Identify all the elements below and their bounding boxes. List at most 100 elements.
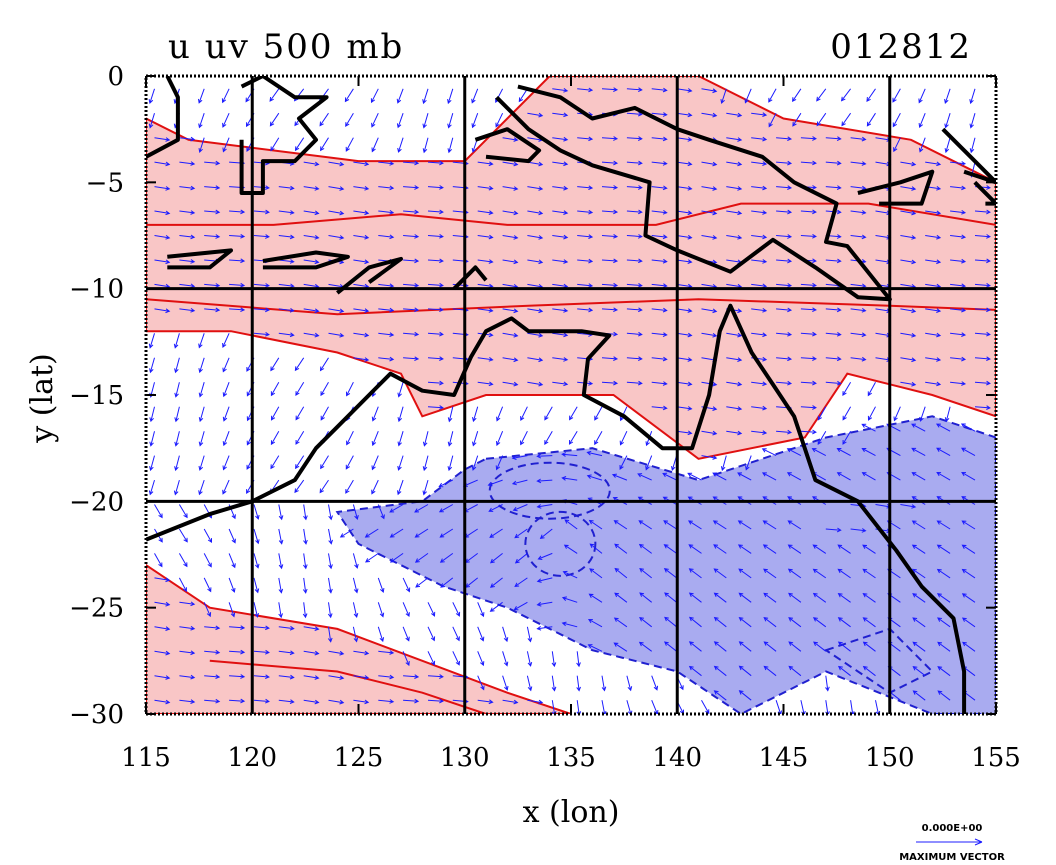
wind-vector [861,448,876,457]
wind-vector [701,381,718,387]
wind-vector [502,381,519,387]
wind-vector [726,186,743,191]
wind-vector [701,161,718,167]
wind-vector [626,111,643,117]
wind-vector [422,431,429,447]
wind-vector [751,185,768,191]
wind-vector [415,577,429,588]
wind-vector [663,641,677,652]
wind-vector [738,690,752,701]
wind-vector [204,209,221,215]
wind-vector [502,675,509,691]
wind-vector [645,455,653,471]
wind-vector [918,137,926,153]
wind-vector [352,553,359,569]
wind-vector [601,209,619,215]
wind-vector [253,674,270,680]
wind-vector [403,160,420,166]
positive-contour-line [209,659,487,714]
x-tick-label: 135 [546,743,596,773]
wind-vector [900,161,917,167]
x-tick-label: 140 [652,743,702,773]
wind-vector [278,234,295,240]
wind-vector [918,113,926,129]
wind-vector [502,651,509,667]
positive-contour-line [146,298,996,316]
wind-vector [477,626,485,642]
wind-vector [974,331,991,337]
wind-vector [961,593,976,603]
wind-vector [577,234,594,239]
wind-vector [713,665,727,677]
wind-vector [149,455,155,472]
wind-vector [149,431,155,447]
wind-vector [663,520,677,530]
wind-vector [198,455,205,471]
wind-vector [601,185,619,190]
wind-vector [875,700,881,714]
wind-vector [811,448,827,457]
wind-vector [253,553,260,569]
wind-vector [537,552,553,560]
wind-vector [562,570,578,579]
wind-vector [912,593,926,603]
wind-vector [961,447,976,457]
wind-vector [969,137,976,154]
wind-vector [477,210,494,215]
wind-vector [402,651,410,667]
wind-vector [427,331,444,337]
wind-vector [825,160,842,166]
wind-vector [397,406,404,423]
wind-vector [148,479,155,496]
wind-vector [303,553,308,570]
wind-vector [936,568,951,579]
wind-vector [502,259,519,265]
wind-vector [174,455,180,472]
wind-vector [179,136,196,142]
wind-vector [552,259,569,264]
wind-vector [974,356,991,362]
wind-vector [925,210,942,216]
wind-vector [763,665,777,677]
wind-vector [626,160,643,166]
wind-vector [278,674,295,680]
wind-vector [514,553,528,564]
wind-vector [825,136,842,142]
wind-vector [651,700,659,714]
wind-vector [577,258,594,264]
coastline [336,256,403,295]
legend-label: MAXIMUM VECTOR [899,852,1005,863]
wind-vector [427,380,444,386]
wind-vector [817,430,827,446]
wind-vector [912,641,926,652]
wind-vector [577,185,594,191]
wind-vector [614,592,628,603]
wind-vector [179,625,196,631]
wind-vector [701,430,718,436]
wind-vector [496,431,504,447]
wind-vector [378,332,395,337]
wind-vector [850,136,867,142]
wind-vector [786,472,802,481]
wind-vector [328,186,345,191]
wind-vector [148,333,155,349]
wind-vector [427,209,444,215]
wind-vector [536,504,553,509]
wind-vector [576,675,581,692]
wind-vector [900,308,917,314]
wind-vector [589,568,603,579]
wind-vector [561,476,578,481]
wind-vector [837,617,851,628]
wind-vector [179,650,196,656]
wind-vector [726,235,743,240]
wind-vector [577,307,594,313]
tick-labels: 115 120 125 130 135 140 145 150 155 0 −5 −10 −15 −20 −… [69,62,1021,773]
wind-vector [204,185,221,190]
wind-vector [762,544,777,554]
wind-vector [353,186,370,191]
wind-vector [850,161,867,166]
wind-vector [761,472,777,481]
wind-vector [950,381,967,386]
wind-vector [925,161,942,167]
wind-vector [961,520,976,530]
